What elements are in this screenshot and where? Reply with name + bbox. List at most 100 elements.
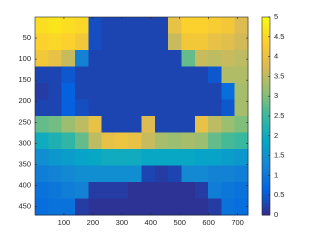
x-tick-label: 400 [145, 218, 158, 227]
heatmap-cell [74, 132, 89, 150]
colorbar-tick-label: 0.5 [274, 190, 284, 199]
colorbar-segment [262, 41, 270, 46]
heatmap-cell [128, 83, 142, 100]
heatmap-cell [194, 33, 209, 51]
heatmap-cell [141, 99, 156, 117]
heatmap-cell [181, 50, 196, 67]
heatmap-cell [234, 17, 249, 34]
heatmap-cell [35, 99, 49, 117]
heatmap-cell [234, 99, 249, 117]
colorbar-segment [262, 202, 270, 207]
heatmap-cell [48, 50, 62, 67]
heatmap-cell [74, 116, 89, 133]
heatmap-cell [181, 149, 196, 166]
heatmap-cell [101, 50, 116, 67]
heatmap-cell [234, 83, 249, 100]
heatmap-cell [208, 182, 222, 199]
heatmap-cell [61, 132, 76, 150]
heatmap-cell [88, 17, 102, 34]
y-tick-label: 150 [18, 75, 31, 84]
colorbar-segment [262, 85, 270, 89]
heatmap-cell [208, 116, 222, 133]
heatmap-cell [168, 182, 182, 199]
colorbar-tick-label: 3 [274, 91, 278, 100]
heatmap-cell [101, 99, 116, 117]
heatmap-cell [35, 198, 49, 216]
heatmap-cell [101, 33, 116, 51]
heatmap-cell [234, 149, 249, 166]
heatmap-cell [74, 165, 89, 183]
heatmap-cell [154, 17, 169, 34]
heatmap-cell [181, 116, 196, 133]
heatmap-cell [128, 165, 142, 183]
colorbar-segment [262, 193, 270, 197]
heatmap-cell [221, 165, 235, 183]
y-tick-label: 350 [18, 159, 31, 168]
heatmap-cell [208, 165, 222, 183]
heatmap-cell [181, 99, 196, 117]
heatmap-cell [141, 50, 156, 67]
colorbar-segment [262, 211, 270, 216]
heatmap-cell [48, 198, 62, 216]
heatmap-cell [208, 33, 222, 51]
heatmap-cell [35, 149, 49, 166]
heatmap-cell [208, 149, 222, 166]
heatmap-cell [74, 182, 89, 199]
heatmap-cell [48, 17, 62, 34]
heatmap-cell [194, 66, 209, 84]
y-tick-label: 100 [18, 54, 31, 63]
heatmap-cell [48, 165, 62, 183]
colorbar-tick-label: 5 [274, 12, 278, 21]
colorbar-segment [262, 91, 270, 95]
colorbar-tick-label: 1.5 [274, 151, 284, 160]
heatmap-cell [35, 50, 49, 67]
colorbar-segment [262, 116, 270, 120]
heatmap-cell [181, 132, 196, 150]
axes-box [34, 16, 249, 216]
colorbar-segment [262, 125, 270, 129]
heatmap-cell [234, 116, 249, 133]
heatmap-cell [88, 83, 102, 100]
y-tick-label: 200 [18, 96, 31, 105]
colorbar-segment [262, 187, 270, 191]
heatmap-cell [35, 132, 49, 150]
heatmap-cell [141, 149, 156, 166]
heatmap-cell [234, 165, 249, 183]
heatmap-cell [101, 17, 116, 34]
heatmap-cell [74, 149, 89, 166]
colorbar-segment [262, 112, 270, 117]
colorbar-segment [262, 134, 270, 138]
colorbar-tick-label: 0 [274, 210, 278, 219]
colorbar-segment [262, 137, 270, 142]
heatmap-cell [181, 33, 196, 51]
heatmap-cell [74, 99, 89, 117]
heatmap-cell [88, 33, 102, 51]
heatmap-cell [114, 17, 129, 34]
heatmap-cell [128, 149, 142, 166]
heatmap-cell [61, 33, 76, 51]
colorbar-segment [262, 196, 270, 200]
colorbar-segment [262, 51, 270, 55]
heatmap-cell [48, 99, 62, 117]
colorbar-segment [262, 119, 270, 123]
heatmap-cell [88, 165, 102, 183]
heatmap-cell [128, 116, 142, 133]
heatmap-cell [154, 149, 169, 166]
heatmap-cell [181, 182, 196, 199]
heatmap-cell [181, 198, 196, 216]
colorbar-segment [262, 153, 270, 157]
heatmap-cell [168, 66, 182, 84]
heatmap-cell [61, 149, 76, 166]
colorbar-segment [262, 78, 270, 83]
heatmap-cell [74, 50, 89, 67]
y-tick-label: 300 [18, 138, 31, 147]
heatmap-cell [154, 99, 169, 117]
heatmap-cell [154, 198, 169, 216]
colorbar-segment [262, 174, 270, 179]
heatmap-cell [101, 83, 116, 100]
colorbar-tick-label: 2 [274, 131, 278, 140]
colorbar-segment [262, 128, 270, 132]
heatmap-cell [208, 66, 222, 84]
colorbar-segment [262, 88, 270, 92]
